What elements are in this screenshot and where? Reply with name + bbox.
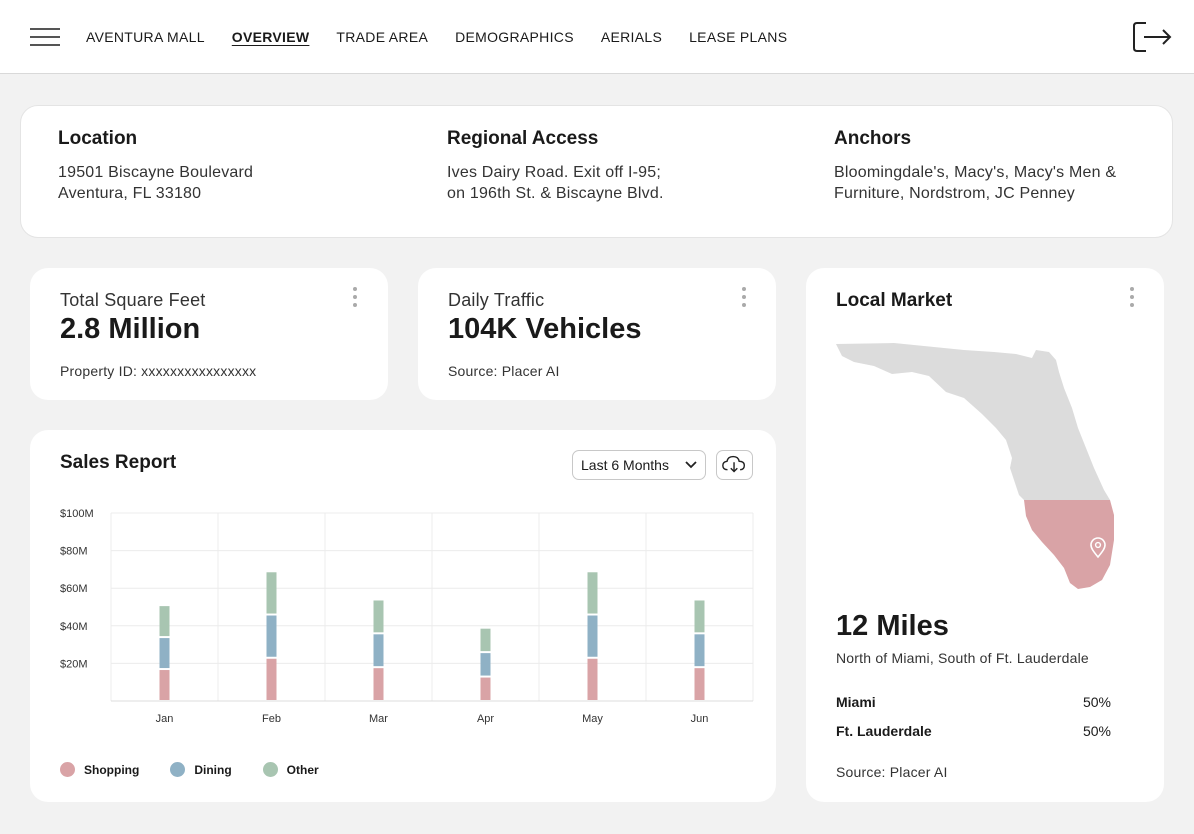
more-options-icon[interactable] <box>741 287 747 309</box>
regional-access-title: Regional Access <box>447 128 599 149</box>
traffic-source: Source: Placer AI <box>448 363 560 379</box>
property-info-card: Location 19501 Biscayne Boulevard Aventu… <box>20 105 1173 238</box>
daily-traffic-card: Daily Traffic 104K Vehicles Source: Plac… <box>418 268 776 400</box>
chart-legend: Shopping Dining Other <box>60 762 350 777</box>
traffic-value: 104K Vehicles <box>448 313 642 345</box>
x-tick-label: Apr <box>477 713 494 725</box>
main-nav: AVENTURA MALL OVERVIEW TRADE AREA DEMOGR… <box>86 29 814 45</box>
market-pct-miami: 50% <box>1082 694 1111 710</box>
south-florida-highlight <box>1024 500 1114 589</box>
logout-icon[interactable] <box>1132 20 1172 54</box>
distance-description: North of Miami, South of Ft. Lauderdale <box>836 650 1089 666</box>
market-city-miami: Miami <box>836 694 876 710</box>
y-tick-label: $80M <box>60 546 88 558</box>
hamburger-menu-icon[interactable] <box>30 28 60 46</box>
x-tick-label: Jun <box>691 713 709 725</box>
bar-shopping-apr <box>480 677 491 700</box>
sqft-label: Total Square Feet <box>60 290 206 310</box>
anchors-line-1: Bloomingdale's, Macy's, Macy's Men & <box>834 164 1117 181</box>
market-source: Source: Placer AI <box>836 764 948 780</box>
nav-item-aerials[interactable]: AERIALS <box>600 29 663 45</box>
pin-center <box>1094 541 1102 549</box>
bar-dining-jun <box>694 634 705 667</box>
local-market-card: Local Market 12 Miles North of Miami, So… <box>806 268 1164 802</box>
nav-item-lease-plans[interactable]: LEASE PLANS <box>689 29 788 45</box>
bar-other-jan <box>159 606 170 637</box>
x-tick-label: Mar <box>369 713 388 725</box>
top-navigation-bar: AVENTURA MALL OVERVIEW TRADE AREA DEMOGR… <box>0 0 1194 74</box>
bar-dining-mar <box>373 634 384 667</box>
bar-dining-feb <box>266 615 277 657</box>
legend-label-shopping: Shopping <box>84 762 140 777</box>
traffic-label: Daily Traffic <box>448 290 545 310</box>
location-line-2: Aventura, FL 33180 <box>58 185 202 202</box>
market-row-ft-lauderdale: Ft. Lauderdale 50% <box>836 723 1111 739</box>
bar-dining-apr <box>480 653 491 676</box>
location-section: Location 19501 Biscayne Boulevard Aventu… <box>58 128 253 204</box>
x-tick-label: May <box>582 713 603 725</box>
bar-shopping-jan <box>159 670 170 700</box>
local-market-title: Local Market <box>836 290 953 311</box>
y-tick-label: $20M <box>60 658 88 670</box>
legend-swatch-shopping <box>60 762 75 777</box>
bar-dining-jan <box>159 638 170 669</box>
y-tick-label: $40M <box>60 621 88 633</box>
regional-access-section: Regional Access Ives Dairy Road. Exit of… <box>447 128 664 204</box>
bar-other-may <box>587 572 598 614</box>
nav-item-trade-area[interactable]: TRADE AREA <box>336 29 429 45</box>
bar-dining-may <box>587 615 598 657</box>
distance-value: 12 Miles <box>836 610 949 642</box>
legend-item-dining: Dining <box>170 762 232 777</box>
chevron-down-icon <box>685 461 697 469</box>
location-line-1: 19501 Biscayne Boulevard <box>58 164 254 181</box>
legend-label-dining: Dining <box>194 762 232 777</box>
bar-other-feb <box>266 572 277 614</box>
nav-item-demographics[interactable]: DEMOGRAPHICS <box>455 29 574 45</box>
property-id: Property ID: xxxxxxxxxxxxxxxx <box>60 363 257 379</box>
legend-label-other: Other <box>286 762 319 777</box>
sales-report-title: Sales Report <box>60 452 177 473</box>
more-options-icon[interactable] <box>1129 287 1135 309</box>
legend-swatch-other <box>262 762 278 777</box>
market-pct-ft-lauderdale: 50% <box>1082 723 1111 739</box>
total-square-feet-card: Total Square Feet 2.8 Million Property I… <box>30 268 388 400</box>
anchors-section: Anchors Bloomingdale's, Macy's, Macy's M… <box>834 128 1116 204</box>
bar-shopping-jun <box>694 668 705 700</box>
cloud-download-icon[interactable] <box>716 450 753 480</box>
sqft-value: 2.8 Million <box>60 313 201 345</box>
regional-access-line-1: Ives Dairy Road. Exit off I-95; <box>447 164 661 181</box>
legend-item-other: Other <box>262 762 319 777</box>
y-tick-label: $60M <box>60 583 88 595</box>
bar-shopping-may <box>587 658 598 700</box>
market-row-miami: Miami 50% <box>836 694 1111 710</box>
location-title: Location <box>58 128 138 149</box>
sales-report-card: Sales Report Last 6 Months $20M $40M $60M $… <box>30 430 776 802</box>
anchors-line-2: Furniture, Nordstrom, JC Penney <box>834 185 1075 202</box>
florida-map <box>836 343 1114 589</box>
bar-other-apr <box>480 628 491 652</box>
bar-shopping-mar <box>373 668 384 700</box>
sales-chart: $20M $40M $60M $80M $100M Jan Feb Mar Apr May Jun <box>60 508 754 725</box>
bar-other-jun <box>694 600 705 633</box>
bar-other-mar <box>373 600 384 633</box>
x-tick-label: Jan <box>156 713 174 725</box>
legend-item-shopping: Shopping <box>60 762 139 777</box>
nav-item-overview[interactable]: OVERVIEW <box>231 29 310 45</box>
location-pin-icon <box>1090 537 1106 559</box>
date-range-label: Last 6 Months <box>581 457 669 473</box>
florida-state-shape <box>836 343 1110 500</box>
nav-item-aventura-mall[interactable]: AVENTURA MALL <box>86 29 205 45</box>
y-tick-label: $100M <box>60 508 94 520</box>
anchors-title: Anchors <box>834 128 912 149</box>
bar-shopping-feb <box>266 658 277 700</box>
regional-access-line-2: on 196th St. & Biscayne Blvd. <box>447 185 664 202</box>
legend-swatch-dining <box>170 762 186 777</box>
more-options-icon[interactable] <box>352 287 358 309</box>
date-range-select[interactable]: Last 6 Months <box>572 450 706 480</box>
market-city-ft-lauderdale: Ft. Lauderdale <box>836 723 932 739</box>
x-tick-label: Feb <box>262 713 281 725</box>
